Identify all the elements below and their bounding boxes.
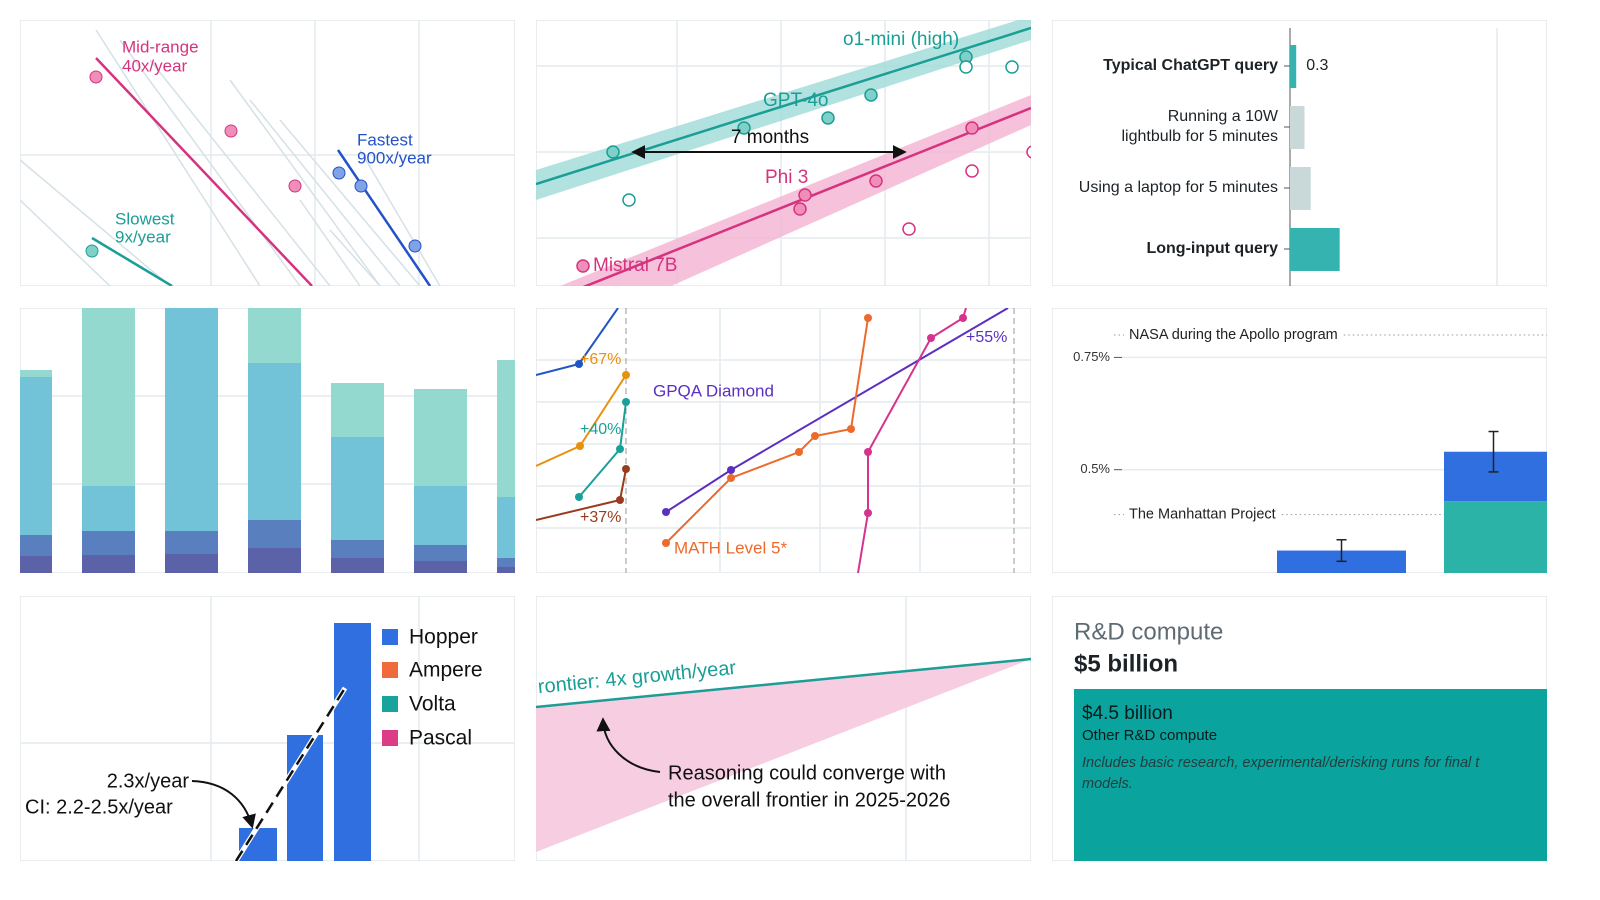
- category-label: lightbulb for 5 minutes: [1121, 128, 1278, 145]
- annotation: 7 months: [731, 127, 809, 148]
- bar-segment: [20, 535, 52, 556]
- bar-segment: [497, 558, 515, 567]
- category-label: Running a 10W: [1168, 108, 1279, 125]
- bar-segment: [331, 540, 384, 558]
- total: $5 billion: [1074, 650, 1178, 677]
- bar: [1290, 228, 1340, 271]
- annotation: +55%: [966, 329, 1007, 346]
- annotation: CI: 2.2-2.5x/year: [25, 796, 173, 818]
- panel-energy: Typical ChatGPT query 0.3 Running a 10W lig…: [1052, 20, 1547, 286]
- bar-segment: [82, 555, 135, 573]
- bar-segment: [497, 497, 515, 558]
- annotation: 9x/year: [115, 227, 171, 246]
- bar-segment: [331, 383, 384, 437]
- bar-segment: [414, 389, 467, 486]
- annotation: the overall frontier in 2025-2026: [668, 789, 950, 811]
- bar-segment: [165, 531, 218, 554]
- block-note: models.: [1082, 776, 1133, 792]
- bar: [1290, 106, 1305, 149]
- panel-slopes: Mid-range 40x/year Fastest 900x/year Slo…: [20, 20, 515, 286]
- bar-segment: [20, 370, 52, 377]
- category-label: Long-input query: [1146, 240, 1278, 257]
- block-label: Other R&D compute: [1082, 727, 1217, 744]
- bar-segment: [82, 531, 135, 555]
- panel-models: o1-mini (high) GPT-4o 7 months Phi 3 Mis…: [536, 20, 1031, 286]
- category-label: Typical ChatGPT query: [1103, 57, 1278, 74]
- annotation: +37%: [580, 509, 621, 526]
- bar-segment: [414, 545, 467, 561]
- panel-gpus: Hopper Ampere Volta Pascal 2.3x/year CI:…: [20, 596, 515, 861]
- heading: R&D compute: [1074, 618, 1223, 645]
- bar-segment: [331, 558, 384, 573]
- panel-compute: R&D compute $5 billion $4.5 billion Othe…: [1052, 596, 1547, 861]
- bar-segment: [414, 486, 467, 545]
- bar: [1290, 167, 1311, 210]
- value-label: 0.3: [1306, 57, 1328, 74]
- bar-segment: [497, 360, 515, 497]
- annotation: GPT-4o: [763, 90, 828, 111]
- annotation: Reasoning could converge with: [668, 762, 946, 784]
- background-trends: [20, 29, 441, 286]
- legend-label: Volta: [409, 693, 456, 716]
- bar-segment: [165, 308, 218, 531]
- bar-segment: [20, 556, 52, 573]
- bar-segment: [1444, 501, 1547, 573]
- bar-segment: [414, 561, 467, 573]
- legend-label: Hopper: [409, 626, 478, 649]
- annotation: MATH Level 5*: [674, 538, 787, 557]
- annotation: Mid-range: [122, 37, 199, 56]
- bar-segment: [165, 554, 218, 573]
- legend-label: Ampere: [409, 659, 483, 682]
- annotation: +67%: [580, 351, 621, 368]
- bar-segment: [497, 567, 515, 573]
- panel-benchmarks: +67% +40% +37% GPQA Diamond +55% MATH Le…: [536, 308, 1031, 573]
- reference-label: NASA during the Apollo program: [1129, 327, 1338, 343]
- annotation: GPQA Diamond: [653, 381, 774, 400]
- bar-segment: [248, 308, 301, 363]
- bar-segment: [248, 520, 301, 548]
- category-label: Using a laptop for 5 minutes: [1079, 179, 1278, 196]
- annotation: o1-mini (high): [843, 29, 959, 50]
- bar-segment: [248, 363, 301, 520]
- bar-segment: [82, 308, 135, 486]
- annotation: Phi 3: [765, 167, 808, 188]
- panel-stacked: [20, 308, 515, 573]
- bar-segment: [248, 548, 301, 573]
- block-value: $4.5 billion: [1082, 703, 1173, 724]
- bar-segment: [1444, 451, 1547, 502]
- annotation: +40%: [580, 421, 621, 438]
- annotation: Slowest: [115, 209, 175, 228]
- bar-segment: [331, 437, 384, 540]
- annotation: 40x/year: [122, 56, 188, 75]
- bar: [1290, 45, 1297, 88]
- annotation: Fastest: [357, 130, 413, 149]
- y-tick-label: 0.75%: [1073, 349, 1110, 364]
- panel-gdp-share: 0.5% 0.75% NASA during the Apollo program T…: [1052, 308, 1547, 573]
- y-tick-label: 0.5%: [1080, 461, 1110, 476]
- panel-frontier: rontier: 4x growth/year Reasoning could …: [536, 596, 1031, 861]
- legend-label: Pascal: [409, 727, 472, 750]
- annotation: Mistral 7B: [593, 255, 677, 276]
- bar-segment: [82, 486, 135, 531]
- reference-label: The Manhattan Project: [1129, 506, 1276, 522]
- bar-segment: [20, 377, 52, 535]
- annotation: 900x/year: [357, 148, 432, 167]
- annotation: 2.3x/year: [107, 770, 190, 792]
- block-note: Includes basic research, experimental/de…: [1082, 755, 1480, 771]
